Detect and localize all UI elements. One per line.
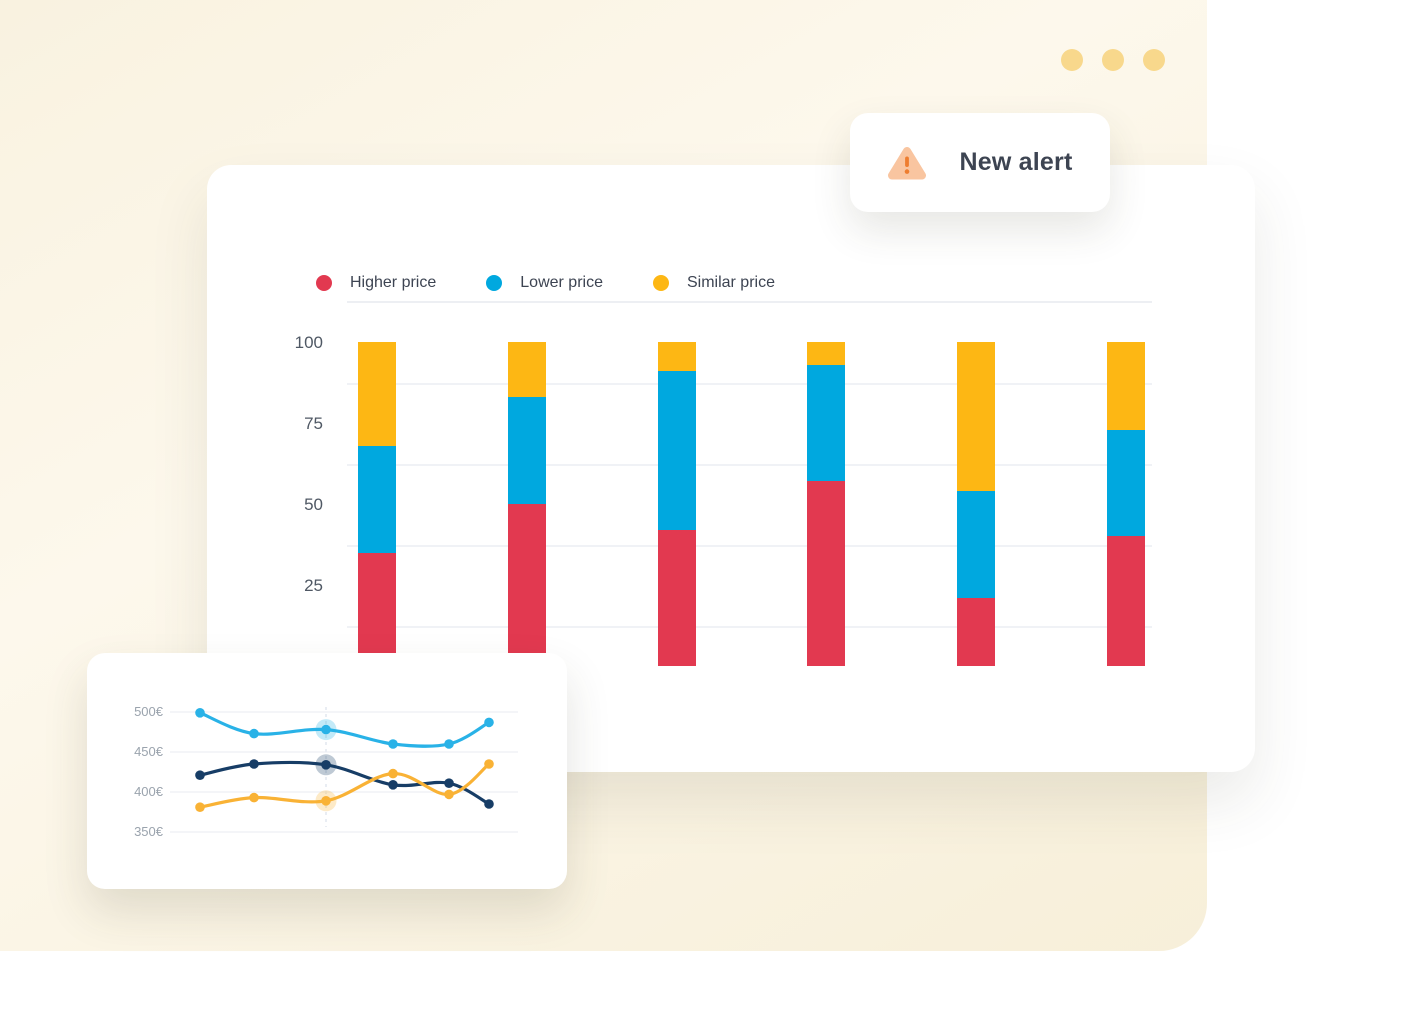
bar-3-lower-price-segment[interactable] bbox=[657, 371, 696, 530]
bar-chart-ytick-25: 25 bbox=[304, 576, 323, 595]
point-navy-1[interactable] bbox=[195, 770, 205, 780]
point-light-blue-5[interactable] bbox=[444, 739, 454, 749]
legend-item-higher-price[interactable]: Higher price bbox=[316, 275, 436, 291]
legend-label-lower-price: Lower price bbox=[520, 274, 603, 291]
point-navy-2[interactable] bbox=[249, 759, 259, 769]
bar-1-higher-price-segment[interactable] bbox=[358, 552, 396, 666]
point-yellow-4[interactable] bbox=[388, 768, 398, 779]
bar-chart-ytick-50: 50 bbox=[304, 495, 323, 514]
bar-6-similar-price-segment[interactable] bbox=[1106, 342, 1145, 430]
bar-4-higher-price-segment[interactable] bbox=[807, 481, 846, 666]
point-light-blue-4[interactable] bbox=[388, 739, 398, 749]
point-light-blue-1[interactable] bbox=[195, 708, 205, 718]
bar-2-higher-price-segment[interactable] bbox=[507, 504, 546, 666]
point-yellow-5[interactable] bbox=[444, 789, 454, 800]
bar-6-higher-price-segment[interactable] bbox=[1106, 536, 1145, 666]
bar-chart-gridline bbox=[347, 544, 1152, 547]
point-navy-5[interactable] bbox=[444, 778, 454, 788]
bar-4-lower-price-segment[interactable] bbox=[807, 364, 846, 482]
line-chart-ytick-450: 450€ bbox=[134, 744, 163, 759]
point-navy-3[interactable] bbox=[321, 760, 331, 770]
point-yellow-1[interactable] bbox=[195, 802, 205, 812]
bar-1-lower-price-segment[interactable] bbox=[358, 445, 396, 553]
point-light-blue-6[interactable] bbox=[484, 717, 494, 728]
bar-2-similar-price-segment[interactable] bbox=[507, 342, 546, 398]
point-yellow-3[interactable] bbox=[321, 796, 331, 806]
bar-chart-gridline bbox=[347, 625, 1152, 628]
legend-dot-similar-price-icon bbox=[652, 275, 669, 291]
bar-chart-ytick-75: 75 bbox=[304, 414, 323, 433]
legend-item-lower-price[interactable]: Lower price bbox=[486, 275, 603, 291]
bar-2-lower-price-segment[interactable] bbox=[507, 397, 546, 504]
point-navy-6[interactable] bbox=[484, 799, 494, 809]
bar-chart-gridline bbox=[347, 463, 1152, 466]
warning-triangle-icon bbox=[887, 146, 926, 179]
point-yellow-2[interactable] bbox=[249, 792, 259, 803]
bar-4-similar-price-segment[interactable] bbox=[807, 342, 846, 365]
point-light-blue-3[interactable] bbox=[321, 724, 331, 735]
bar-chart-gridline bbox=[347, 382, 1152, 385]
stacked-bar-plot: 100 75 50 25 bbox=[207, 165, 1255, 772]
window-controls bbox=[1061, 49, 1165, 71]
line-chart-ytick-500: 500€ bbox=[134, 704, 163, 719]
window-dot-3[interactable] bbox=[1143, 49, 1165, 71]
chart-legend: Higher price Lower price Similar price bbox=[316, 275, 775, 291]
bar-5-similar-price-segment[interactable] bbox=[956, 342, 995, 491]
bar-5-lower-price-segment[interactable] bbox=[956, 491, 995, 598]
bar-5-higher-price-segment[interactable] bbox=[956, 598, 995, 666]
point-navy-4[interactable] bbox=[388, 780, 398, 790]
window-dot-2[interactable] bbox=[1102, 49, 1124, 71]
legend-label-higher-price: Higher price bbox=[350, 274, 437, 291]
line-chart-ytick-350: 350€ bbox=[134, 824, 163, 839]
window-dot-1[interactable] bbox=[1061, 49, 1083, 71]
point-light-blue-2[interactable] bbox=[249, 728, 259, 739]
legend-dot-lower-price-icon bbox=[486, 275, 503, 291]
legend-item-similar-price[interactable]: Similar price bbox=[652, 274, 775, 291]
legend-label-similar-price: Similar price bbox=[686, 274, 775, 291]
bar-6-lower-price-segment[interactable] bbox=[1106, 429, 1145, 537]
price-trend-plot bbox=[170, 707, 518, 833]
line-chart-ytick-400: 400€ bbox=[134, 784, 163, 799]
legend-dot-higher-price-icon bbox=[316, 275, 332, 291]
bar-1-similar-price-segment[interactable] bbox=[358, 342, 396, 446]
legend-divider bbox=[347, 301, 1152, 303]
line-chart-card: 500€ 450€ 400€ 350€ bbox=[87, 653, 567, 889]
new-alert-button[interactable]: New alert bbox=[850, 113, 1110, 212]
bar-3-higher-price-segment[interactable] bbox=[657, 529, 696, 666]
bar-3-similar-price-segment[interactable] bbox=[657, 342, 696, 372]
point-yellow-6[interactable] bbox=[484, 759, 494, 769]
alert-label: New alert bbox=[959, 148, 1073, 176]
bar-chart-ytick-100: 100 bbox=[294, 333, 323, 352]
